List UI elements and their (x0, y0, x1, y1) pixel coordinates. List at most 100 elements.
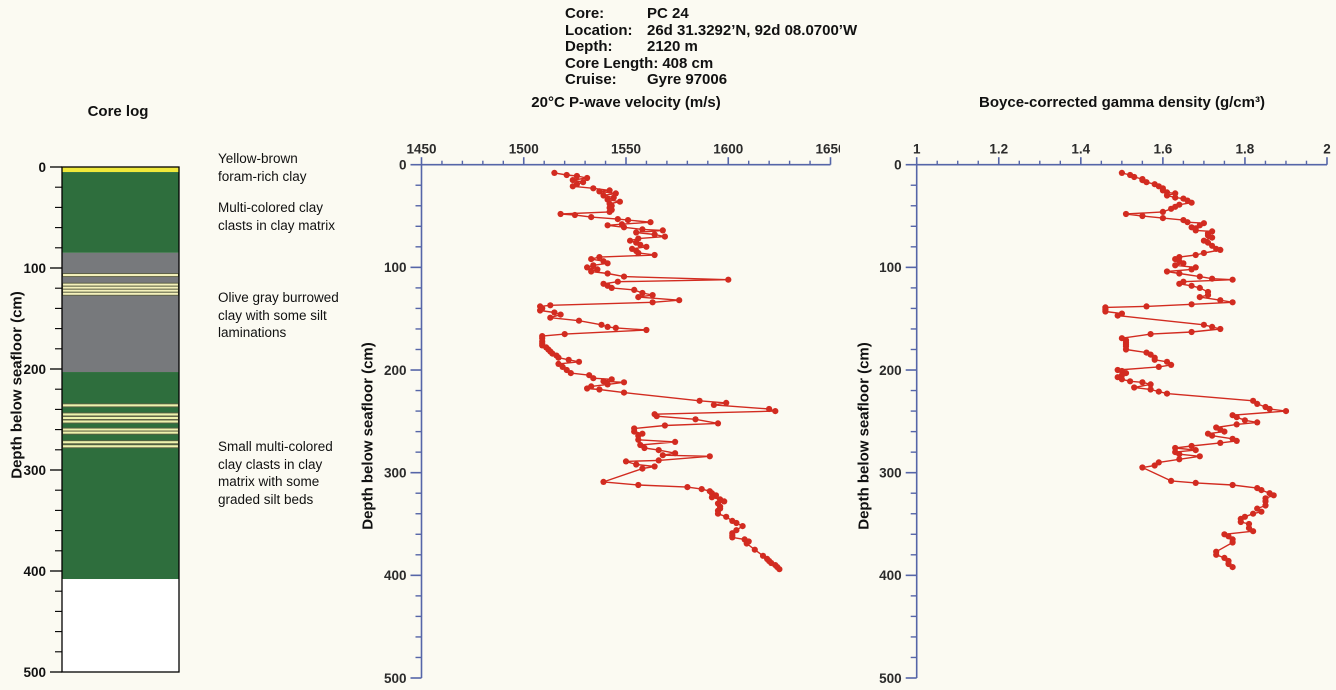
data-point (575, 358, 583, 365)
svg-text:500: 500 (879, 671, 902, 686)
data-point (772, 408, 779, 415)
data-point (1114, 312, 1121, 319)
data-point (633, 229, 640, 236)
data-point (1139, 379, 1146, 386)
data-point (1213, 551, 1220, 558)
data-point (1217, 246, 1224, 253)
data-point (600, 478, 607, 485)
svg-text:100: 100 (23, 261, 46, 276)
data-point (1254, 419, 1261, 426)
data-point (1159, 215, 1166, 222)
data-point (1168, 205, 1175, 212)
data-point (1172, 262, 1179, 269)
data-point (708, 494, 715, 501)
lithology-label: Multi-colored clay clasts in clay matrix (218, 200, 336, 233)
data-point (1143, 179, 1150, 186)
data-point (622, 458, 630, 465)
svg-text:1450: 1450 (406, 142, 436, 157)
svg-text:300: 300 (879, 465, 902, 480)
metadata-label: Location: (565, 21, 633, 39)
data-point (631, 286, 638, 293)
svg-text:300: 300 (23, 463, 46, 478)
data-point (729, 534, 736, 541)
data-point (698, 486, 705, 493)
data-point (710, 401, 717, 408)
data-point (649, 299, 656, 306)
data-point (1241, 417, 1248, 424)
data-point (639, 226, 646, 233)
data-point (557, 311, 564, 318)
svg-text:100: 100 (879, 260, 902, 275)
data-point (1188, 199, 1195, 206)
density-chart-title: Boyce-corrected gamma density (g/cm³) (979, 94, 1265, 111)
data-point (604, 323, 611, 330)
data-point (1176, 451, 1183, 458)
data-point (1122, 346, 1130, 353)
svg-text:1.4: 1.4 (1071, 142, 1090, 157)
data-point (584, 385, 591, 392)
data-point (651, 251, 658, 259)
density-plot: 1 1.2 1.4 1.6 1.8 2 0 100 200 300 400 500 (879, 142, 1331, 686)
data-point (1233, 414, 1240, 421)
silt-lamina (62, 412, 179, 417)
data-point (714, 510, 722, 517)
data-point (1217, 297, 1224, 304)
data-point (766, 405, 773, 413)
data-point (655, 447, 662, 454)
data-point (653, 413, 660, 420)
data-point (1204, 292, 1212, 299)
silt-lamina (62, 288, 179, 293)
svg-text:0: 0 (894, 158, 902, 173)
data-point (696, 397, 703, 404)
data-point (739, 523, 746, 530)
data-point (610, 194, 617, 201)
data-point (1200, 249, 1207, 257)
data-point (1127, 378, 1134, 385)
data-point (1139, 212, 1146, 220)
data-point (604, 260, 611, 267)
svg-text:1600: 1600 (713, 142, 743, 157)
data-point (616, 198, 623, 205)
data-point (1282, 408, 1290, 415)
data-point (684, 484, 691, 491)
data-point (637, 241, 644, 248)
data-point (1229, 276, 1236, 283)
data-point (627, 237, 634, 244)
data-point (672, 450, 679, 457)
data-point (635, 436, 642, 443)
data-point (1143, 303, 1150, 310)
metadata-label: Cruise: (565, 71, 617, 88)
data-point (751, 546, 758, 553)
data-point (612, 324, 619, 331)
data-point (1188, 282, 1195, 289)
metadata-value: Gyre 97006 (647, 71, 728, 88)
data-point (1258, 487, 1265, 494)
silt-lamina (62, 419, 179, 424)
data-point (639, 289, 646, 297)
data-point (776, 566, 783, 573)
data-point (706, 453, 713, 460)
data-point (547, 314, 554, 321)
data-point (1196, 273, 1203, 280)
data-point (1139, 464, 1146, 471)
data-point (1122, 210, 1130, 218)
data-point (1209, 323, 1216, 330)
data-point (1196, 284, 1203, 291)
data-point (606, 208, 613, 215)
silt-lamina (62, 282, 179, 287)
data-point (1221, 428, 1228, 435)
data-point (1209, 432, 1216, 439)
lithology-label: Olive gray burrowed clay with some silt … (218, 290, 339, 340)
data-point (563, 171, 570, 179)
data-point (584, 264, 591, 271)
data-point (614, 278, 621, 285)
data-point (588, 214, 595, 221)
svg-text:1: 1 (913, 142, 921, 157)
data-point (1254, 400, 1261, 407)
data-point (676, 297, 683, 304)
data-point (594, 266, 601, 273)
data-point (1188, 328, 1195, 336)
data-point (1200, 321, 1207, 328)
